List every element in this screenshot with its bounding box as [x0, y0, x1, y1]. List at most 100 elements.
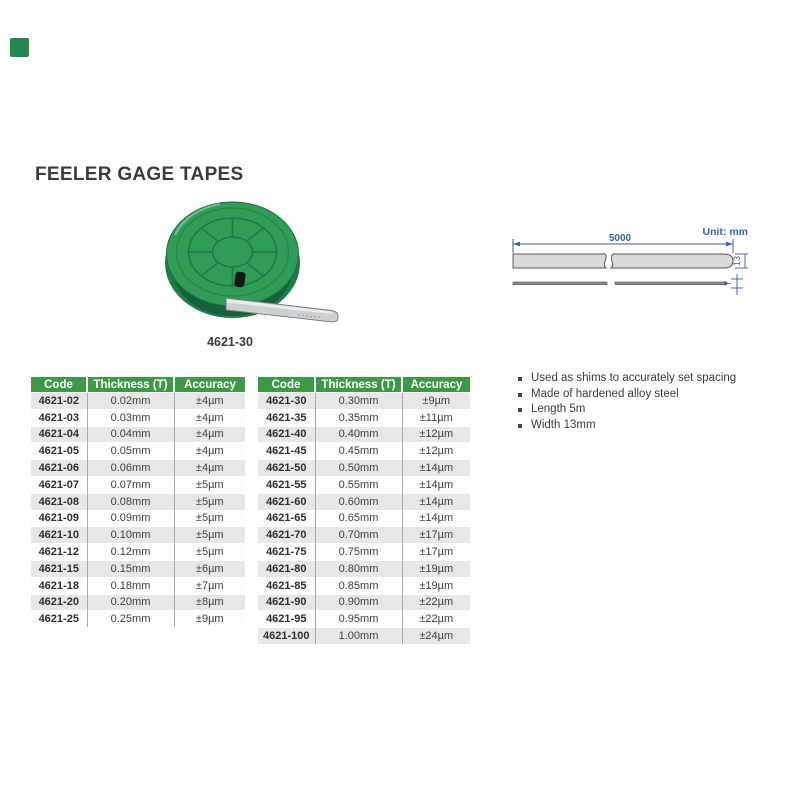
steel-tape-highlight: [227, 299, 332, 314]
code-cell: 4621-40: [258, 425, 315, 443]
code-cell: 4621-45: [258, 442, 315, 460]
page-title: FEELER GAGE TAPES: [35, 164, 244, 185]
code-cell: 4621-20: [31, 593, 87, 611]
arrow-left-icon: [513, 241, 520, 247]
table-row: 4621-75 0.75mm ±17µm: [258, 543, 470, 561]
accuracy-cell: ±4µm: [173, 442, 245, 460]
dispenser-ribs: [187, 217, 278, 287]
accuracy-cell: ±4µm: [173, 425, 245, 443]
feature-list: Used as shims to accurately set spacing M…: [517, 371, 792, 433]
thickness-cell: 0.18mm: [86, 576, 174, 595]
code-cell: 4621-50: [258, 459, 315, 477]
dispenser-outer-ridge: [175, 207, 290, 297]
accuracy-cell: ±14µm: [401, 492, 470, 511]
accuracy-cell: ±19µm: [401, 559, 470, 578]
code-cell: 4621-90: [258, 593, 315, 611]
code-cell: 4621-18: [31, 576, 87, 595]
table-header-row: Code Thickness (T) Accuracy: [31, 377, 245, 393]
table-row: 4621-15 0.15mm ±6µm: [31, 559, 245, 578]
thickness-cell: 0.60mm: [314, 492, 402, 511]
accuracy-cell: ±17µm: [401, 526, 470, 544]
dispenser-highlight: [174, 203, 221, 236]
feature-item: Made of hardened alloy steel: [517, 387, 792, 403]
column-header-code: Code: [31, 377, 87, 393]
spec-table-left: Code Thickness (T) Accuracy 4621-02 0.02m…: [31, 377, 245, 628]
table-row: 4621-85 0.85mm ±19µm: [258, 576, 470, 595]
accuracy-cell: ±24µm: [401, 627, 470, 644]
arrow-right-icon: [726, 241, 733, 247]
table-row: 4621-40 0.40mm ±12µm: [258, 425, 470, 443]
code-cell: 4621-80: [258, 559, 315, 578]
thickness-cell: 0.02mm: [86, 392, 174, 410]
accuracy-cell: ±5µm: [173, 543, 245, 561]
accuracy-cell: ±12µm: [401, 425, 470, 443]
code-cell: 4621-03: [31, 408, 87, 427]
feature-item: Length 5m: [517, 402, 792, 418]
code-cell: 4621-07: [31, 475, 87, 494]
thickness-cell: 0.65mm: [314, 509, 402, 527]
table-row: 4621-70 0.70mm ±17µm: [258, 526, 470, 544]
code-cell: 4621-15: [31, 559, 87, 578]
code-cell: 4621-60: [258, 492, 315, 511]
table-row: 4621-08 0.08mm ±5µm: [31, 492, 245, 511]
code-cell: 4621-55: [258, 475, 315, 494]
table-row: 4621-90 0.90mm ±22µm: [258, 593, 470, 611]
accuracy-cell: ±19µm: [401, 576, 470, 595]
thickness-cell: 0.05mm: [86, 442, 174, 460]
accuracy-cell: ±14µm: [401, 475, 470, 494]
table-row: 4621-18 0.18mm ±7µm: [31, 576, 245, 595]
code-cell: 4621-85: [258, 576, 315, 595]
thickness-cell: 0.40mm: [314, 425, 402, 443]
accuracy-cell: ±22µm: [401, 593, 470, 611]
code-cell: 4621-08: [31, 492, 87, 511]
thickness-cell: 0.10mm: [86, 526, 174, 544]
table-row: 4621-95 0.95mm ±22µm: [258, 610, 470, 628]
table-row: 4621-60 0.60mm ±14µm: [258, 492, 470, 511]
table-row: 4621-45 0.45mm ±12µm: [258, 442, 470, 460]
table-row: 4621-50 0.50mm ±14µm: [258, 459, 470, 477]
accuracy-cell: ±12µm: [401, 442, 470, 460]
accuracy-cell: ±17µm: [401, 543, 470, 561]
code-cell: 4621-10: [31, 526, 87, 544]
table-row: 4621-10 0.10mm ±5µm: [31, 526, 245, 544]
thickness-cell: 0.03mm: [86, 408, 174, 427]
accuracy-cell: ±11µm: [401, 408, 470, 427]
brand-logo: [10, 38, 29, 57]
accuracy-cell: ±5µm: [173, 492, 245, 511]
accuracy-cell: ±5µm: [173, 526, 245, 544]
table-row: 4621-06 0.06mm ±4µm: [31, 459, 245, 477]
thickness-cell: 0.15mm: [86, 559, 174, 578]
thickness-cell: 0.70mm: [314, 526, 402, 544]
tape-dispenser-illustration: [165, 201, 339, 323]
table-row: 4621-25 0.25mm ±9µm: [31, 610, 245, 628]
table-header-row: Code Thickness (T) Accuracy: [258, 377, 470, 393]
feature-item: Width 13mm: [517, 418, 792, 434]
table-row: 4621-20 0.20mm ±8µm: [31, 593, 245, 611]
column-header-accuracy: Accuracy: [173, 377, 245, 393]
thickness-cell: 0.12mm: [86, 543, 174, 561]
table-row: 4621-03 0.03mm ±4µm: [31, 408, 245, 427]
code-cell: 4621-95: [258, 610, 315, 628]
thickness-cell: 0.30mm: [314, 392, 402, 410]
accuracy-cell: ±14µm: [401, 509, 470, 527]
thickness-cell: 0.85mm: [314, 576, 402, 595]
thickness-cell: 0.35mm: [314, 408, 402, 427]
thickness-dimension-label: T: [723, 280, 733, 286]
thickness-cell: 0.04mm: [86, 425, 174, 443]
accuracy-cell: ±5µm: [173, 475, 245, 494]
dimension-drawing: Unit: mm 5000 13 T: [512, 226, 748, 295]
tape-top-view: [512, 253, 734, 269]
code-cell: 4621-25: [31, 610, 87, 628]
accuracy-cell: ±9µm: [173, 610, 245, 628]
table-row: 4621-100 1.00mm ±24µm: [258, 627, 470, 644]
width-dimension-lines: [735, 253, 748, 269]
code-cell: 4621-100: [258, 627, 315, 644]
table-row: 4621-09 0.09mm ±5µm: [31, 509, 245, 527]
table-row: 4621-55 0.55mm ±14µm: [258, 475, 470, 494]
accuracy-cell: ±7µm: [173, 576, 245, 595]
column-header-code: Code: [258, 377, 315, 393]
accuracy-cell: ±14µm: [401, 459, 470, 477]
accuracy-cell: ±4µm: [173, 408, 245, 427]
spec-table-right: Code Thickness (T) Accuracy 4621-30 0.30m…: [258, 377, 470, 644]
code-cell: 4621-30: [258, 392, 315, 410]
